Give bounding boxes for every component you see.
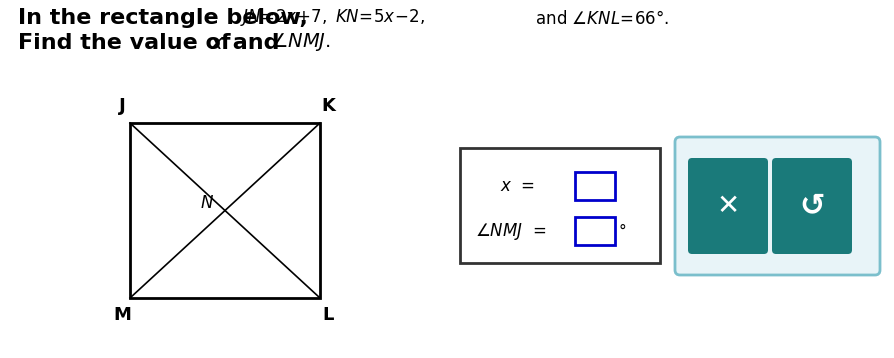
Text: $x$: $x$ [210, 34, 224, 53]
FancyBboxPatch shape [574, 172, 614, 200]
FancyBboxPatch shape [460, 148, 659, 263]
Text: Find the value of: Find the value of [18, 33, 238, 53]
Text: K: K [321, 97, 334, 115]
FancyBboxPatch shape [574, 217, 614, 245]
Text: M: M [113, 306, 131, 324]
Text: $\angle NMJ$  =: $\angle NMJ$ = [475, 221, 545, 242]
Text: $JN\!=\!2x\!+\!7,\ KN\!=\!5x\!-\!2,$: $JN\!=\!2x\!+\!7,\ KN\!=\!5x\!-\!2,$ [240, 7, 425, 28]
FancyBboxPatch shape [772, 158, 851, 254]
Text: L: L [322, 306, 333, 324]
FancyBboxPatch shape [674, 137, 879, 275]
Text: °: ° [619, 223, 626, 238]
Text: $x$  =: $x$ = [500, 177, 535, 195]
FancyBboxPatch shape [687, 158, 767, 254]
Text: N: N [200, 194, 213, 212]
Text: ↺: ↺ [798, 192, 824, 221]
Text: In the rectangle below,: In the rectangle below, [18, 8, 316, 28]
Text: ✕: ✕ [715, 192, 738, 220]
Text: $\angle NMJ.$: $\angle NMJ.$ [270, 31, 331, 53]
Text: and: and [224, 33, 287, 53]
Text: and $\angle KNL\!=\!66°.$: and $\angle KNL\!=\!66°.$ [529, 10, 669, 28]
Text: J: J [119, 97, 125, 115]
